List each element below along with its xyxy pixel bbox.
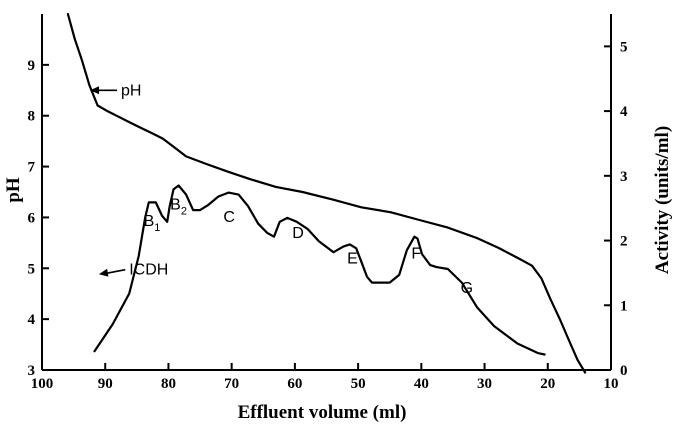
annotation-ph: pH bbox=[121, 82, 141, 99]
annotation-icdh: ICDH bbox=[129, 262, 168, 279]
axes bbox=[41, 14, 612, 371]
series-layer bbox=[66, 12, 587, 374]
x-axis-title: Effluent volume (ml) bbox=[238, 402, 407, 423]
x-tick-label: 90 bbox=[98, 376, 113, 392]
annotation-ph-arrow-head bbox=[90, 86, 100, 95]
annotation-b2-subscript: 2 bbox=[181, 205, 187, 217]
y-right-tick-label: 0 bbox=[620, 363, 628, 379]
y-right-tick-label: 3 bbox=[620, 169, 628, 185]
y-right-tick-label: 1 bbox=[620, 298, 628, 314]
y-right-tick-label: 5 bbox=[620, 39, 628, 55]
annotation-f: F bbox=[411, 245, 421, 262]
y-left-tick-label: 3 bbox=[28, 363, 36, 379]
y-left-axis-title: pH bbox=[3, 177, 24, 203]
y-right-axis-title: Activity (units/ml) bbox=[652, 126, 673, 274]
x-tick-label: 20 bbox=[540, 376, 555, 392]
annotation-g: G bbox=[461, 280, 473, 297]
annotation-layer: pH ICDH B1 B2 C D E F G bbox=[90, 82, 473, 297]
x-tick-label: 100 bbox=[31, 376, 54, 392]
y-left-tick-label: 7 bbox=[28, 160, 36, 176]
y-right-tick-label: 2 bbox=[620, 234, 628, 250]
annotation-b1: B1 bbox=[144, 213, 161, 234]
annotation-e: E bbox=[347, 251, 358, 268]
y-right-tick-label: 4 bbox=[620, 104, 628, 120]
annotation-d: D bbox=[292, 225, 304, 242]
y-left-tick-label: 9 bbox=[28, 58, 36, 74]
x-tick-label: 80 bbox=[161, 376, 176, 392]
icdh-curve bbox=[93, 184, 546, 356]
y-left-tick-label: 4 bbox=[28, 312, 36, 328]
annotation-b1-subscript: 1 bbox=[154, 222, 160, 234]
x-tick-label: 60 bbox=[287, 376, 302, 392]
x-tick-label: 50 bbox=[351, 376, 366, 392]
annotation-c: C bbox=[223, 209, 235, 226]
y-left-tick-label: 5 bbox=[28, 261, 36, 277]
y-left-tick-label: 8 bbox=[28, 109, 36, 125]
x-tick-label: 30 bbox=[477, 376, 492, 392]
ph-curve bbox=[66, 12, 587, 374]
x-tick-label: 40 bbox=[414, 376, 429, 392]
annotation-icdh-arrow-head bbox=[98, 268, 109, 277]
y-left-tick-label: 6 bbox=[28, 210, 36, 226]
x-tick-label: 70 bbox=[224, 376, 239, 392]
x-tick-label: 10 bbox=[604, 376, 619, 392]
annotation-b2: B2 bbox=[170, 196, 187, 217]
